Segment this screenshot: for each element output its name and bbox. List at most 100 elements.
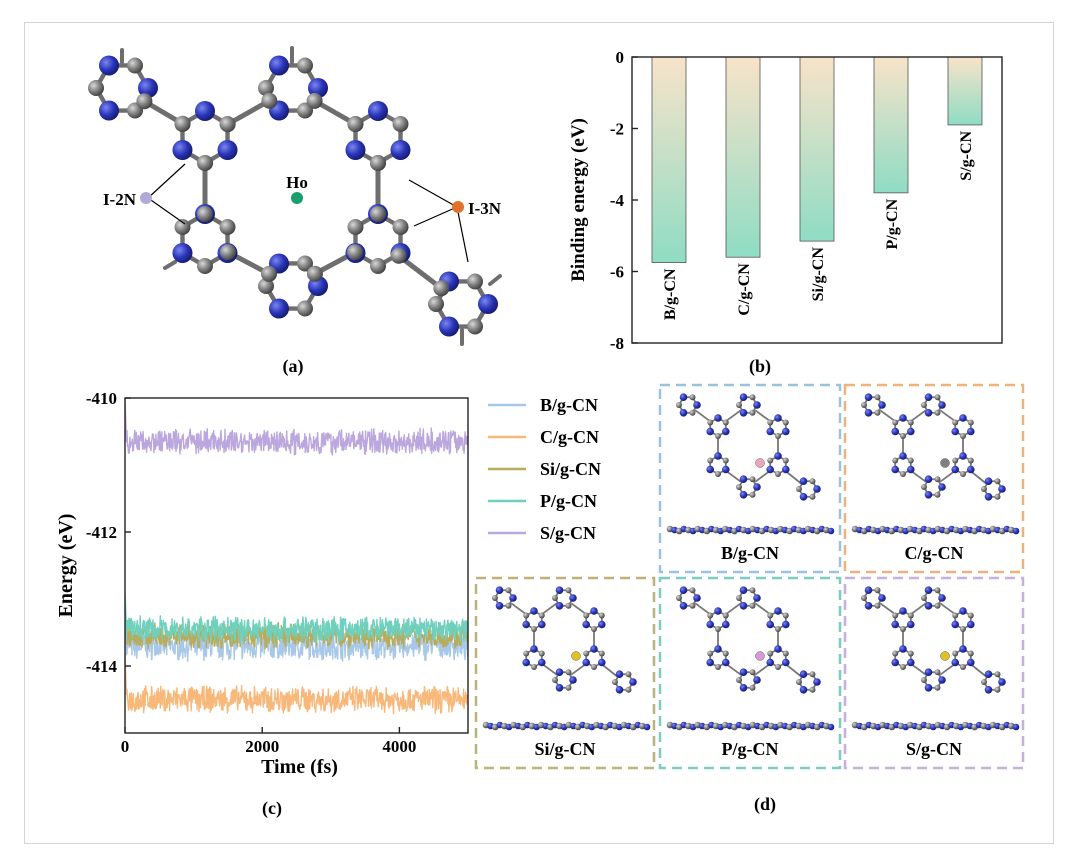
nitrogen-atom: [739, 683, 748, 692]
nitrogen-atom: [864, 586, 873, 595]
structure-label: S/g-CN: [906, 739, 962, 759]
nitrogen-atom: [643, 723, 651, 731]
carbon-atom: [136, 93, 153, 110]
carbon-atom: [921, 595, 927, 601]
carbon-atom: [722, 612, 729, 619]
carbon-atom: [390, 247, 407, 264]
nitrogen-atom: [555, 668, 564, 677]
nitrogen-atom: [714, 414, 722, 422]
carbon-atom: [809, 686, 816, 693]
bar: [799, 56, 835, 242]
structure-label: P/g-CN: [722, 739, 779, 759]
carbon-atom: [900, 433, 906, 439]
carbon-atom: [934, 476, 941, 483]
atoms: [492, 586, 637, 694]
y-tick-label: -4: [610, 191, 625, 210]
carbon-atom: [907, 419, 914, 426]
carbon-atom: [809, 478, 816, 485]
nitrogen-atom: [959, 452, 967, 460]
carbon-atom: [749, 491, 756, 498]
nitrogen-atom: [984, 685, 993, 694]
nitrogen-atom: [739, 586, 748, 595]
y-tick-label: -412: [86, 523, 117, 542]
nitrogen-atom: [878, 594, 886, 602]
carbon-atom: [523, 650, 530, 657]
carbon-atom: [736, 677, 742, 683]
nitrogen-atom: [924, 668, 933, 677]
nitrogen-atom: [615, 685, 624, 694]
side-view: [666, 721, 835, 731]
dopant-atom: [755, 651, 765, 661]
carbon-atom: [591, 664, 597, 670]
bonds: [863, 589, 1003, 691]
carbon-atom: [861, 595, 867, 601]
nitrogen-atom: [899, 414, 907, 422]
carbon-atom: [689, 409, 696, 416]
carbon-atom: [767, 419, 774, 426]
nitrogen-atom: [569, 676, 577, 684]
carbon-atom: [934, 669, 941, 676]
panel-d-structures: B/g-CN C/g-CN Si/g-CN P/g-CN S/g-CN (d): [474, 383, 1025, 815]
x-tick-label: 4000: [382, 737, 416, 756]
carbon-atom: [767, 612, 774, 619]
nitrogen-atom: [906, 465, 915, 474]
nitrogen-atom: [906, 620, 915, 629]
dopant-atom: [940, 458, 950, 468]
bond: [939, 602, 957, 616]
carbon-atom: [892, 457, 899, 464]
carbon-atom: [767, 650, 774, 657]
carbon-atom: [297, 255, 313, 272]
carbon-atom: [892, 650, 899, 657]
dopant-atom: [940, 651, 950, 661]
nitrogen-atom: [891, 427, 900, 436]
structure-panel: S/g-CN: [843, 576, 1025, 770]
structure-panel: P/g-CN: [658, 576, 842, 770]
carbon-atom: [370, 155, 386, 171]
atoms: [676, 586, 821, 694]
carbon-atom: [722, 650, 729, 657]
nitrogen-atom: [938, 594, 946, 602]
bonds: [678, 396, 818, 498]
carbon-atom: [981, 486, 987, 492]
carbon-atom: [598, 650, 605, 657]
carbon-atom: [347, 219, 364, 235]
carbon-atom: [874, 394, 881, 401]
carbon-atom: [874, 602, 881, 609]
structure-panel: C/g-CN: [843, 383, 1025, 574]
carbon-atom: [715, 626, 721, 632]
nitrogen-atom: [495, 586, 504, 595]
carbon-atom: [994, 671, 1001, 678]
bonds: [678, 589, 818, 691]
nitrogen-atom: [753, 594, 761, 602]
bond: [754, 409, 772, 423]
carbon-atom: [967, 650, 974, 657]
carbon-atom: [809, 493, 816, 500]
y-axis-label: Binding energy (eV): [568, 118, 589, 282]
nitrogen-atom: [924, 393, 933, 402]
carbon-atom: [531, 626, 537, 632]
carbon-atom: [538, 650, 545, 657]
carbon-atom: [749, 409, 756, 416]
nitrogen-atom: [924, 475, 933, 484]
carbon-atom: [505, 587, 512, 594]
y-tick-label: -8: [610, 334, 624, 353]
carbon-atom: [523, 612, 530, 619]
ho-site-label: Ho: [286, 173, 308, 192]
nitrogen-atom: [781, 465, 790, 474]
x-tick-label: 0: [121, 737, 130, 756]
nitrogen-atom: [781, 427, 790, 436]
nitrogen-atom: [138, 78, 158, 98]
nitrogen-atom: [959, 645, 967, 653]
nitrogen-atom: [693, 594, 701, 602]
atoms: [861, 586, 1006, 694]
nitrogen-atom: [924, 490, 933, 499]
carbon-atom: [625, 686, 632, 693]
carbon-atom: [715, 433, 721, 439]
bond: [694, 602, 712, 616]
nitrogen-atom: [706, 658, 715, 667]
nitrogen-atom: [739, 668, 748, 677]
nitrogen-atom: [478, 294, 498, 314]
nitrogen-atom: [99, 55, 119, 76]
nitrogen-atom: [582, 658, 591, 667]
carbon-atom: [625, 671, 632, 678]
